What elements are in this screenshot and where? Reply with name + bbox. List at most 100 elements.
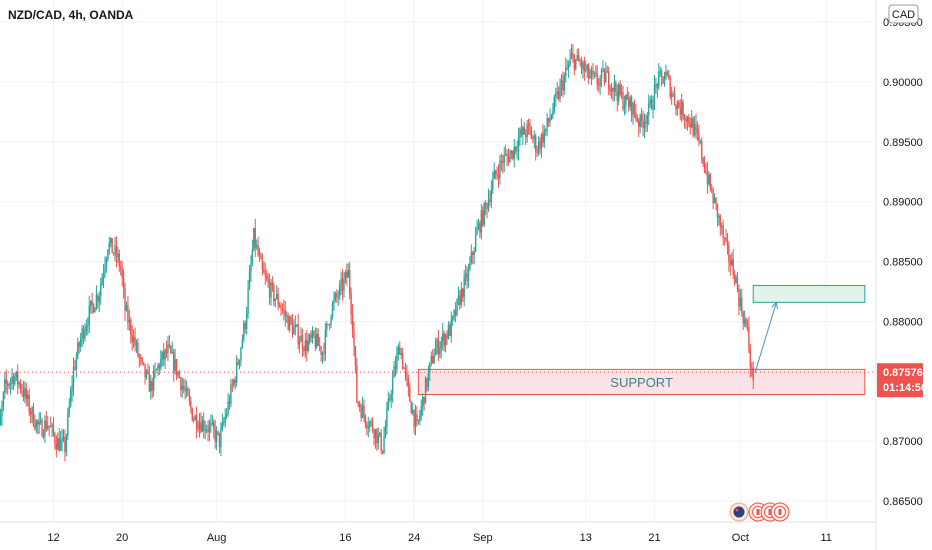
candle-body [406,372,408,379]
candle-body [174,359,176,372]
candle-body [545,128,547,132]
candle-body [147,370,149,373]
candle-body [318,345,321,347]
candle-body [401,353,404,368]
candle-body [296,324,298,326]
candle-body [500,160,503,163]
candle-body [517,138,520,151]
candle-body [44,420,46,436]
candle-body [712,190,714,204]
candle-body [613,82,616,92]
candle-body [663,79,666,84]
candle-body [360,407,362,418]
candle-body [403,367,405,369]
y-tick-label: 0.89500 [883,137,923,149]
candle-body [510,150,513,155]
candle-body [290,316,292,323]
candle-body [210,423,212,425]
candle-body [313,331,315,337]
candle-body [602,69,604,71]
nz-flag-icon[interactable] [729,502,749,522]
candle-body [284,310,287,317]
candle-body [682,101,684,119]
x-tick-label: Sep [473,532,493,544]
candle-body [390,394,392,400]
candle-body [310,334,312,338]
candle-body [247,288,249,314]
candle-body [327,323,329,325]
time-axis[interactable]: 12 20 Aug 16 24 Sep 13 21 Oct 11 [47,532,832,544]
candle-body [486,204,488,210]
candle-body [440,341,442,349]
candle-body [154,370,156,372]
currency-button[interactable]: CAD [888,4,919,24]
candle-body [48,425,50,427]
candle-body [288,316,291,331]
candle-body [132,336,135,343]
candle-body [628,99,630,108]
candle-body [42,435,45,437]
candle-body [725,238,727,241]
x-tick-label: Aug [207,532,227,544]
candle-body [643,122,646,128]
candle-body [248,272,251,289]
candle-body [264,272,266,276]
candle-body [167,344,169,354]
candle-body [409,386,411,402]
price-axis[interactable]: 0.865000.870000.875000.880000.885000.890… [883,17,923,508]
candle-body [35,420,38,429]
candle-body [243,322,245,340]
candle-body [61,437,63,441]
candle-body [58,438,60,451]
candle-body [380,432,382,451]
y-tick-label: 0.86500 [883,496,923,508]
candle-body [509,154,511,163]
candle-body [5,379,7,384]
candle-body [164,349,166,360]
candle-body [244,322,246,329]
candle-body [493,170,495,179]
candle-body [190,400,192,409]
candle-body [443,333,445,347]
economic-event-icons[interactable] [729,502,790,522]
x-tick-label: 24 [408,532,420,544]
candle-body [496,174,498,176]
candle-body [597,84,600,86]
candle-body [261,258,264,270]
candle-body [480,210,483,233]
candle-body [504,153,507,155]
candle-body [160,358,162,369]
candle-body [22,390,25,397]
candle-body [29,412,32,415]
candle-body [603,69,606,83]
candle-body [38,421,40,425]
candle-body [122,278,125,289]
candle-body [158,365,161,369]
candle-body [71,385,73,391]
candle-body [198,423,201,429]
candle-body [638,120,640,127]
candle-body [552,111,554,117]
candle-body [181,385,183,391]
candle-body [543,131,546,143]
x-tick-label: Oct [732,532,749,544]
candle-body [411,409,414,414]
candle-body [62,437,65,439]
x-tick-label: 21 [648,532,660,544]
candle-body [81,328,83,340]
candle-body [726,240,729,245]
candle-body [444,334,447,347]
canada-flag-icon-3[interactable] [770,502,790,522]
candle-body [260,255,262,259]
x-tick-label: 16 [339,532,351,544]
candle-body [25,388,28,399]
candle-body [580,62,583,69]
candle-body [172,351,175,372]
candle-body [560,80,563,86]
candle-body [470,252,473,263]
candle-body [669,77,671,98]
candle-body [151,381,153,391]
currency-label: CAD [892,9,915,21]
